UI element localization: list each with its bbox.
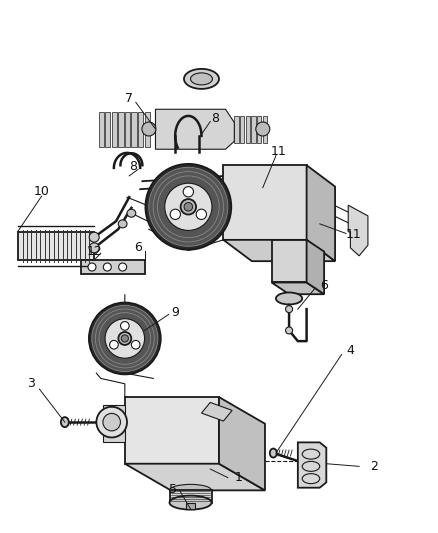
Circle shape <box>142 122 156 136</box>
Text: 7: 7 <box>125 92 133 105</box>
Circle shape <box>121 335 128 342</box>
Polygon shape <box>240 116 244 143</box>
Polygon shape <box>251 116 256 143</box>
Polygon shape <box>263 116 267 143</box>
Circle shape <box>105 319 145 358</box>
Circle shape <box>145 164 231 250</box>
Ellipse shape <box>118 220 127 228</box>
Polygon shape <box>234 116 239 143</box>
Polygon shape <box>307 165 335 261</box>
Polygon shape <box>131 112 137 147</box>
Polygon shape <box>219 397 265 490</box>
Ellipse shape <box>184 69 219 89</box>
Ellipse shape <box>170 496 212 510</box>
Polygon shape <box>118 112 124 147</box>
Circle shape <box>196 209 206 220</box>
Circle shape <box>120 321 129 330</box>
Circle shape <box>184 203 193 211</box>
Polygon shape <box>103 405 125 442</box>
Circle shape <box>119 263 127 271</box>
Circle shape <box>99 312 151 365</box>
Polygon shape <box>145 112 150 147</box>
Circle shape <box>157 176 219 238</box>
Circle shape <box>89 303 161 374</box>
Polygon shape <box>18 232 94 260</box>
Text: 6: 6 <box>320 279 328 292</box>
Polygon shape <box>186 503 195 509</box>
Text: 2: 2 <box>371 460 378 473</box>
Text: 5: 5 <box>169 483 177 496</box>
Polygon shape <box>272 282 324 294</box>
Polygon shape <box>138 112 143 147</box>
Polygon shape <box>307 240 324 294</box>
Polygon shape <box>81 260 145 274</box>
Text: 3: 3 <box>27 377 35 390</box>
Ellipse shape <box>170 484 212 496</box>
Ellipse shape <box>61 417 69 427</box>
Circle shape <box>183 187 194 197</box>
Circle shape <box>89 232 99 242</box>
Circle shape <box>180 199 196 214</box>
Circle shape <box>149 167 228 246</box>
Circle shape <box>165 183 212 230</box>
Text: 9: 9 <box>171 306 179 319</box>
Ellipse shape <box>286 305 293 313</box>
Ellipse shape <box>191 73 212 85</box>
Text: 8: 8 <box>212 112 219 125</box>
Text: 11: 11 <box>270 146 286 158</box>
Polygon shape <box>298 442 326 488</box>
Polygon shape <box>246 116 250 143</box>
Circle shape <box>103 414 120 431</box>
Polygon shape <box>125 464 265 490</box>
Polygon shape <box>125 112 130 147</box>
Circle shape <box>89 243 99 253</box>
Text: 8: 8 <box>130 160 138 173</box>
Circle shape <box>256 122 270 136</box>
Polygon shape <box>272 240 307 282</box>
Circle shape <box>95 309 154 368</box>
Text: 1: 1 <box>235 471 243 484</box>
Circle shape <box>170 209 180 220</box>
Polygon shape <box>112 112 117 147</box>
Polygon shape <box>155 109 234 149</box>
Text: 10: 10 <box>34 185 49 198</box>
Text: 11: 11 <box>346 228 362 241</box>
Polygon shape <box>170 490 212 503</box>
Circle shape <box>96 407 127 438</box>
Text: 4: 4 <box>346 344 354 357</box>
Polygon shape <box>105 112 110 147</box>
Ellipse shape <box>276 293 302 304</box>
Polygon shape <box>125 397 219 464</box>
Ellipse shape <box>270 449 277 457</box>
Text: 12: 12 <box>86 245 102 258</box>
Polygon shape <box>348 205 368 256</box>
Polygon shape <box>223 165 307 240</box>
Polygon shape <box>201 402 232 421</box>
Circle shape <box>103 263 111 271</box>
Polygon shape <box>223 240 335 261</box>
Circle shape <box>153 172 223 242</box>
Circle shape <box>92 305 158 372</box>
Circle shape <box>131 341 140 349</box>
Ellipse shape <box>286 327 293 334</box>
Polygon shape <box>99 112 104 147</box>
Ellipse shape <box>127 209 136 217</box>
Polygon shape <box>257 116 261 143</box>
Circle shape <box>88 263 96 271</box>
Circle shape <box>118 332 131 345</box>
Text: 6: 6 <box>134 241 142 254</box>
Circle shape <box>110 341 118 349</box>
